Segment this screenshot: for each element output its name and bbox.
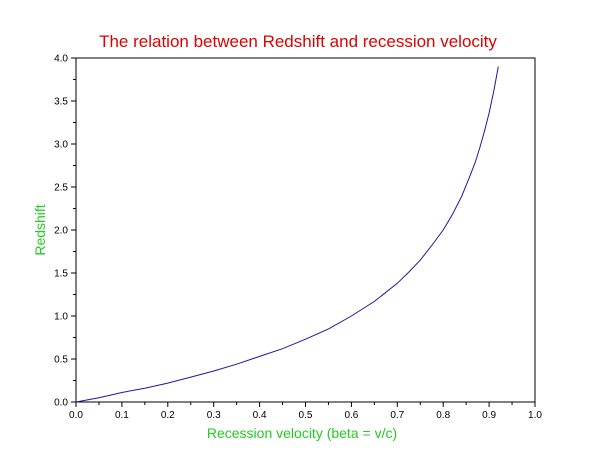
y-tick-label: 3.5 [54,97,68,108]
redshift-curve [75,66,499,403]
y-tick-label: 0.5 [54,355,68,366]
x-tick-label: 0.7 [390,410,404,421]
x-tick-label: 0.9 [482,410,496,421]
x-tick-label: 0.6 [344,410,358,421]
y-axis-ticks: 0.0 0.5 1.0 1.5 2.0 2.5 3.0 3.5 4.0 [54,54,76,409]
y-tick-label: 4.0 [54,54,68,65]
y-axis-label: Redshift [32,204,48,255]
plot-area-frame [75,57,536,403]
y-tick-label: 3.0 [54,140,68,151]
x-tick-label: 0.8 [436,410,450,421]
x-tick-label: 1.0 [528,410,542,421]
y-tick-label: 0.0 [54,398,68,409]
x-tick-label: 0.4 [253,410,267,421]
chart-title: The relation between Redshift and recess… [99,32,497,51]
x-tick-label: 0.3 [207,410,221,421]
x-tick-label: 0.1 [115,410,129,421]
y-tick-label: 2.0 [54,226,68,237]
y-tick-label: 1.0 [54,312,68,323]
x-axis-ticks: 0.0 0.1 0.2 0.3 0.4 0.5 0.6 0.7 0.8 0.9 1.0 [69,402,542,421]
y-tick-label: 2.5 [54,183,68,194]
y-tick-label: 1.5 [54,269,68,280]
x-tick-label: 0.2 [161,410,175,421]
x-tick-label: 0.0 [69,410,83,421]
x-tick-label: 0.5 [299,410,313,421]
x-axis-label: Recession velocity (beta = v/c) [207,425,397,441]
